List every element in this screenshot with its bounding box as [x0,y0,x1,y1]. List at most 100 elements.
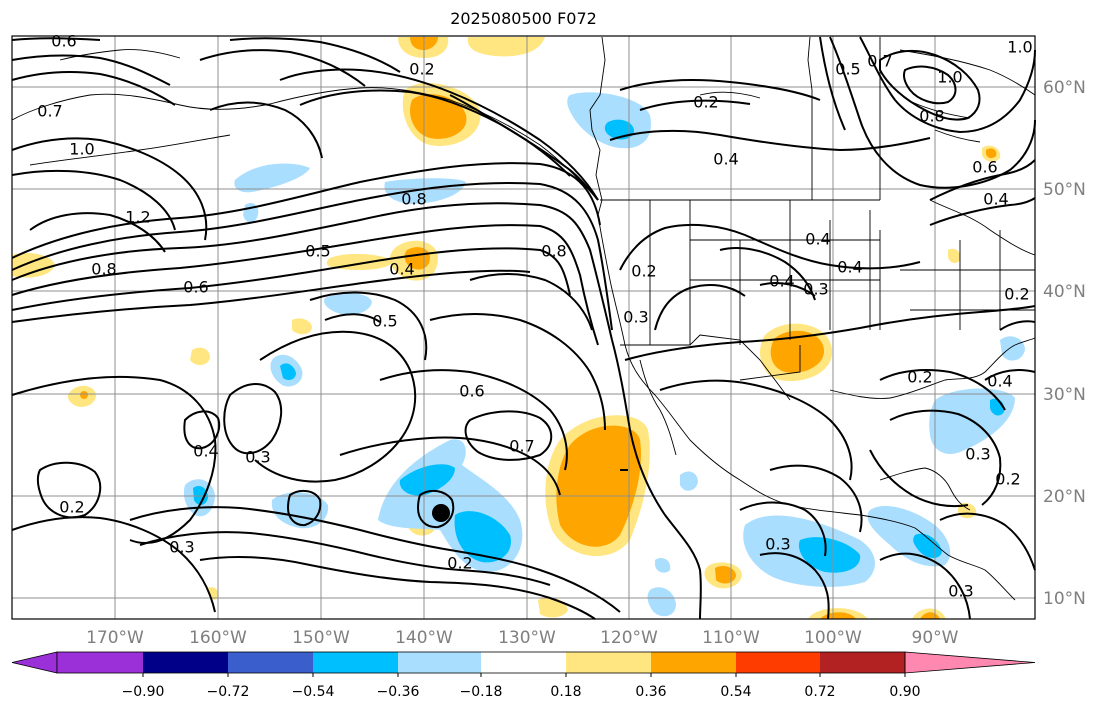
contour-label: 0.5 [835,60,860,79]
longitude-label: 150°W [292,628,350,648]
colorbar-segment [143,652,228,673]
negative-anomaly-area [399,464,455,496]
contour-label: 0.4 [193,442,218,461]
negative-anomaly-area [454,511,511,563]
storm-center-marker [432,504,450,522]
colorbar-segment [57,652,143,673]
map-title: 2025080500 F072 [450,9,597,28]
contour-label: 0.6 [51,32,76,51]
negative-anomaly-area [324,293,372,315]
contour-label: 0.6 [459,382,484,401]
colorbar-segment [736,652,820,673]
contour-label: 0.3 [948,582,973,601]
contour-label: 0.3 [965,445,990,464]
colorbar-tick-label: 0.90 [889,684,920,700]
contour-label: 0.2 [995,470,1020,489]
negative-anomaly-area [680,471,698,491]
contour-lines [11,36,1036,620]
colorbar-tick-label: −0.36 [377,684,420,700]
contour-label: 0.4 [837,258,862,277]
contour-label: 0.7 [509,437,534,456]
latitude-label: 30°N [1043,385,1086,405]
longitude-label: 160°W [189,628,247,648]
contour-label: 0.8 [401,190,426,209]
colorbar-tick-label: −0.54 [292,684,335,700]
colorbar-tick-label: −0.72 [207,684,250,700]
colorbar-segment [820,652,905,673]
contour-label: 1.0 [937,68,962,87]
colorbar-tick-label: 0.72 [804,684,835,700]
contour-label: 0.4 [983,190,1008,209]
contour-label: 0.3 [623,308,648,327]
map-frame [11,35,1036,620]
contour-label: 0.2 [693,93,718,112]
contour-label: 0.4 [805,230,830,249]
contour-label: 1.0 [69,140,94,159]
colorbar-segment [651,652,736,673]
longitude-label: 110°W [702,628,760,648]
longitude-label: 170°W [86,628,144,648]
contour-label: 0.3 [803,280,828,299]
positive-anomaly-area [556,425,641,547]
latitude-label: 20°N [1043,487,1086,507]
contour-label: 0.7 [37,102,62,121]
colorbar: −0.90 −0.72 −0.54 −0.36 −0.18 0.18 0.36 0.54 0.7… [11,651,1036,700]
negative-anomaly-area [655,558,671,573]
contour-label: 0.3 [169,538,194,557]
contour-label: 0.2 [907,368,932,387]
colorbar-segment [566,652,651,673]
colorbar-segment [398,652,481,673]
contour-label: 0.6 [972,158,997,177]
longitude-label: 100°W [804,628,862,648]
latitude-axis: 60°N 50°N 40°N 30°N 20°N 10°N [1043,78,1086,609]
positive-anomaly-area [986,148,997,159]
contour-label: 0.6 [183,278,208,297]
negative-anomaly-area [1000,336,1025,361]
contour-label: 1.0 [1007,38,1032,57]
positive-anomaly-area [292,318,312,335]
colorbar-tick-label: 0.36 [635,684,666,700]
positive-anomaly-area [948,248,961,263]
colorbar-segment [313,652,398,673]
latitude-label: 50°N [1043,180,1086,200]
longitude-label: 130°W [498,628,556,648]
contour-label: 0.8 [919,107,944,126]
contour-label: 0.2 [447,554,472,573]
longitude-axis: 170°W 160°W 150°W 140°W 130°W 120°W 110°W 100°W… [86,628,959,648]
negative-anomaly-area [384,178,466,204]
contour-label: 0.3 [765,535,790,554]
contour-label: 0.2 [59,498,84,517]
contour-label: 0.4 [769,272,794,291]
colorbar-tick-label: −0.18 [460,684,503,700]
positive-anomaly-area [12,253,55,278]
negative-anomaly-area [280,363,296,381]
longitude-label: 90°W [912,628,959,648]
contour-label: 0.4 [987,372,1012,391]
latitude-label: 60°N [1043,78,1086,98]
contour-label: 0.5 [305,242,330,261]
contour-label: 0.3 [245,448,270,467]
colorbar-extend-low [11,651,58,674]
contour-label: 0.2 [1004,285,1029,304]
colorbar-tick-label: 0.54 [720,684,751,700]
latitude-label: 10°N [1043,589,1086,609]
positive-anomaly-area [467,37,545,57]
contour-label: 0.4 [389,260,414,279]
longitude-label: 140°W [395,628,453,648]
latitude-label: 40°N [1043,282,1086,302]
positive-anomaly-area [80,391,88,399]
negative-anomaly-area [234,163,310,193]
negative-anomaly-area [647,587,676,617]
contour-label: 0.2 [631,262,656,281]
contour-label: 0.2 [409,60,434,79]
colorbar-tick-label: −0.90 [122,684,165,700]
contour-label: 0.4 [713,150,738,169]
contour-label: 0.8 [541,242,566,261]
colorbar-tick-label: 0.18 [550,684,581,700]
contour-label: 1.2 [125,208,150,227]
longitude-label: 120°W [600,628,658,648]
colorbar-segment [228,652,313,673]
contour-label: 0.5 [372,312,397,331]
negative-anomaly-area [798,537,861,573]
